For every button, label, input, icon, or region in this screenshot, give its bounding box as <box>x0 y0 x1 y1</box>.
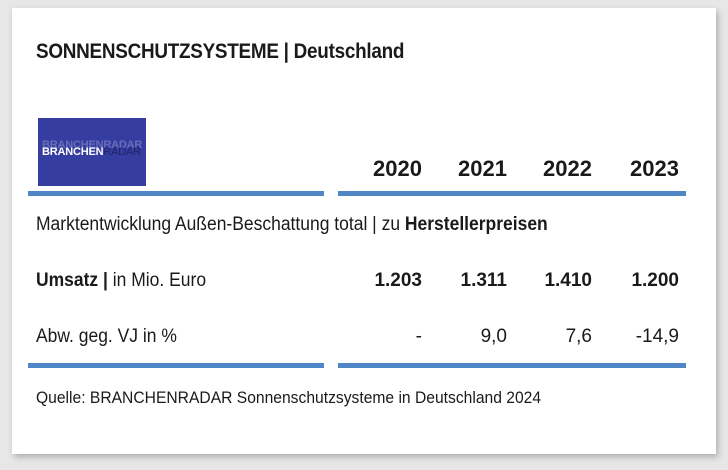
footer-rule-right <box>338 363 686 368</box>
year-header-2021: 2021 <box>458 156 507 181</box>
table-card: SONNENSCHUTZSYSTEME | Deutschland BRANCH… <box>12 8 716 454</box>
brancheradar-logo: BRANCHENRADAR BRANCHENRADAR <box>38 118 146 186</box>
header-rule-left <box>28 191 324 196</box>
table-cell: - <box>415 326 422 347</box>
logo-text: BRANCHENRADAR <box>42 146 141 158</box>
source-note: Quelle: BRANCHENRADAR Sonnenschutzsystem… <box>36 388 542 407</box>
year-header-2022: 2022 <box>543 156 592 181</box>
year-header-2023: 2023 <box>630 156 679 181</box>
footer-rule-left <box>28 363 324 368</box>
table-cell: 9,0 <box>480 326 507 347</box>
table-cell: -14,9 <box>635 326 679 347</box>
header-rule-right <box>338 191 686 196</box>
year-header-2020: 2020 <box>373 156 422 181</box>
row-label-abweichung: Abw. geg. VJ in % <box>36 326 177 347</box>
table-cell: 1.311 <box>460 270 508 291</box>
row-label-umsatz: Umsatz | in Mio. Euro <box>36 270 207 291</box>
table-cell: 7,6 <box>565 326 592 347</box>
page-title: SONNENSCHUTZSYSTEME | Deutschland <box>36 40 405 63</box>
table-cell: 1.200 <box>631 270 679 291</box>
table-cell: 1.410 <box>544 270 592 291</box>
logo-echo: BRANCHENRADAR <box>42 139 143 151</box>
table-cell: 1.203 <box>374 270 422 291</box>
table-subtitle: Marktentwicklung Außen-Beschattung total… <box>36 214 548 235</box>
